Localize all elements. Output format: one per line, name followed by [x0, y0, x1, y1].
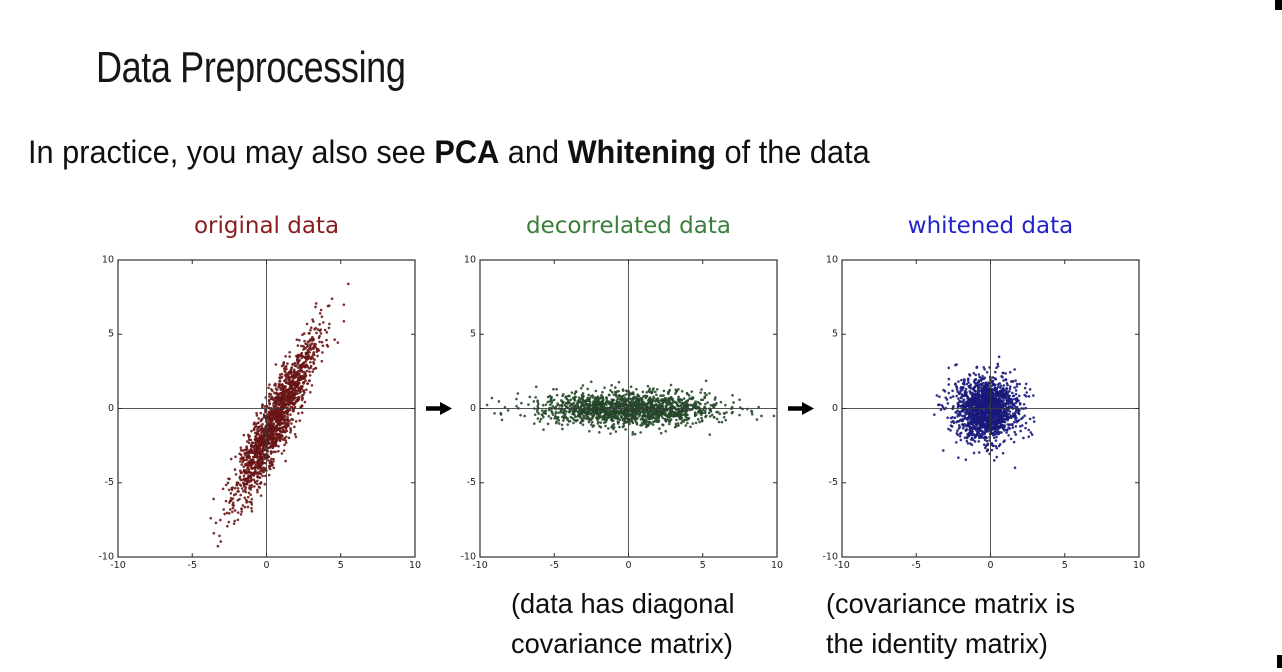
caption-line: (covariance matrix is — [826, 588, 1076, 619]
scatter-plot-whitened — [812, 254, 1152, 584]
caption-identity-covariance: (covariance matrix is the identity matri… — [826, 584, 1075, 664]
plot-title-decorrelated: decorrelated data — [526, 213, 731, 239]
subtitle-part: and — [499, 134, 568, 170]
page-title: Data Preprocessing — [96, 43, 406, 92]
screen-artifact-bottom-right — [1277, 655, 1282, 668]
caption-line: covariance matrix) — [511, 628, 733, 659]
right-arrow-icon — [426, 402, 452, 415]
subtitle-text: In practice, you may also see PCA and Wh… — [28, 131, 870, 173]
subtitle-part: In practice, you may also see — [28, 134, 435, 170]
caption-diagonal-covariance: (data has diagonal covariance matrix) — [511, 584, 734, 664]
scatter-plot-decorrelated — [450, 254, 790, 584]
subtitle-pca-bold: PCA — [434, 134, 500, 170]
caption-line: the identity matrix) — [826, 628, 1048, 659]
plot-title-original: original data — [193, 213, 340, 239]
subtitle-part: of the data — [716, 134, 870, 170]
caption-line: (data has diagonal — [511, 588, 735, 619]
plot-title-whitened: whitened data — [907, 213, 1074, 239]
scatter-plot-original — [88, 254, 428, 584]
screen-artifact-top-right — [1275, 0, 1282, 10]
subtitle-whitening-bold: Whitening — [567, 134, 717, 170]
right-arrow-icon — [788, 402, 814, 415]
